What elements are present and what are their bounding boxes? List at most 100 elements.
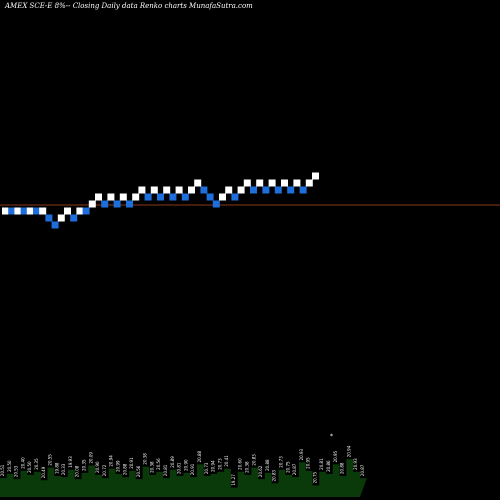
volume-price-label: 20.35 xyxy=(82,459,87,471)
volume-price-label: 20.73 xyxy=(204,462,209,474)
renko-brick-down xyxy=(206,193,214,201)
renko-brick-up xyxy=(107,193,115,201)
renko-brick-up xyxy=(132,193,140,201)
volume-price-label: 20.81 xyxy=(163,464,168,476)
renko-brick-down xyxy=(45,214,53,222)
volume-price-label: 20.94 xyxy=(109,455,114,467)
chart-annotation: * xyxy=(330,433,333,440)
renko-brick-up xyxy=(188,186,195,194)
renko-brick-down xyxy=(299,186,307,194)
volume-price-label: 20.56 xyxy=(156,458,161,470)
renko-brick-down xyxy=(181,193,189,201)
renko-brick-up xyxy=(64,207,71,215)
renko-brick-down xyxy=(250,186,257,194)
renko-brick-down xyxy=(200,186,208,194)
renko-brick-up xyxy=(225,186,233,194)
renko-brick-down xyxy=(126,200,133,208)
volume-price-label: 20.90 xyxy=(183,459,188,471)
volume-price-label: 19.88 xyxy=(54,462,59,474)
volume-area xyxy=(0,459,367,497)
renko-brick-down xyxy=(212,200,220,208)
volume-price-label: 20.55 xyxy=(48,454,53,466)
volume-price-label: 20.75 xyxy=(313,471,318,483)
volume-price-label: 20.94 xyxy=(346,445,351,457)
volume-price-label: 20.93 xyxy=(353,458,358,470)
volume-price-label: 20.73 xyxy=(279,456,284,468)
volume-price-label: 20.81 xyxy=(177,462,182,474)
renko-brick-down xyxy=(287,186,295,194)
renko-brick-down xyxy=(101,200,109,208)
volume-price-label: 20.35 xyxy=(34,458,39,470)
volume-price-label: 20.88 xyxy=(122,463,127,475)
renko-brick-up xyxy=(312,172,319,180)
renko-brick-up xyxy=(243,179,251,187)
renko-brick-down xyxy=(231,193,239,201)
volume-price-label: 19.93 xyxy=(68,456,73,468)
volume-price-label: 20.33 xyxy=(61,463,66,475)
volume-price-label: 20.60 xyxy=(238,458,243,470)
volume-price-label: 20.87 xyxy=(292,463,297,475)
renko-brick-down xyxy=(82,207,90,215)
renko-brick-up xyxy=(57,214,65,222)
volume-price-label: 20.73 xyxy=(217,458,222,470)
renko-brick-up xyxy=(138,186,146,194)
renko-brick-up xyxy=(76,207,84,215)
renko-brick-down xyxy=(20,207,28,215)
volume-price-label: 20.93 xyxy=(299,448,304,460)
renko-brick-down xyxy=(33,207,40,215)
volume-price-label: 20.08 xyxy=(75,465,80,477)
volume-price-label: 20.83 xyxy=(251,454,256,466)
volume-price-label: 20.95 xyxy=(333,450,338,462)
renko-brick-up xyxy=(14,207,22,215)
renko-brick-up xyxy=(268,179,276,187)
chart-title: AMEX SCE-E 8%-- Closing Daily data Renko… xyxy=(5,2,253,10)
renko-brick-down xyxy=(70,214,78,222)
volume-price-label: 20.72 xyxy=(102,464,107,476)
renko-brick-up xyxy=(163,186,171,194)
volume-price-label: 20.87 xyxy=(360,464,365,476)
volume-price-label: 20.81 xyxy=(319,458,324,470)
renko-brick-down xyxy=(51,221,59,229)
volume-price-label: 20.53 xyxy=(14,465,19,477)
volume-price-label: 20.90 xyxy=(95,461,100,473)
renko-brick-down xyxy=(157,193,164,201)
renko-brick-up xyxy=(88,200,96,208)
volume-price-label: 20.56 xyxy=(136,465,141,477)
renko-brick-up xyxy=(194,179,202,187)
renko-brick-down xyxy=(144,193,152,201)
renko-brick-down xyxy=(8,207,16,215)
renko-brick-up xyxy=(2,207,9,215)
volume-price-label: 20.38 xyxy=(143,453,148,465)
renko-brick-down xyxy=(274,186,282,194)
renko-brick-up xyxy=(281,179,288,187)
volume-price-label: 20.75 xyxy=(285,461,290,473)
volume-price-label: 20.38 xyxy=(149,461,154,473)
renko-brick-up xyxy=(39,207,47,215)
renko-brick-up xyxy=(119,193,127,201)
volume-price-label: 20.88 xyxy=(340,462,345,474)
volume-price-label: 20.50 xyxy=(27,461,32,473)
volume-price-label: 20.40 xyxy=(20,457,25,469)
volume-price-label: 20.94 xyxy=(211,460,216,472)
volume-price-label: 19.27 xyxy=(231,474,236,486)
volume-price-label: 20.49 xyxy=(41,466,46,478)
volume-price-label: 20.38 xyxy=(245,461,250,473)
volume-price-label: 20.91 xyxy=(129,457,134,469)
renko-brick-up xyxy=(219,193,226,201)
volume-price-label: 20.41 xyxy=(224,455,229,467)
renko-brick-up xyxy=(305,179,313,187)
volume-price-label: 20.88 xyxy=(265,459,270,471)
renko-brick-up xyxy=(175,186,183,194)
volume-price-label: 20.51 xyxy=(0,464,5,476)
renko-brick-up xyxy=(26,207,34,215)
renko-brick-up xyxy=(95,193,102,201)
renko-brick-up xyxy=(256,179,264,187)
volume-price-label: 20.99 xyxy=(116,460,121,472)
volume-price-label: 20.86 xyxy=(326,460,331,472)
volume-area-layer xyxy=(0,459,367,497)
volume-price-label: 20.89 xyxy=(170,456,175,468)
renko-brick-down xyxy=(113,200,121,208)
volume-price-label: 20.83 xyxy=(272,469,277,481)
